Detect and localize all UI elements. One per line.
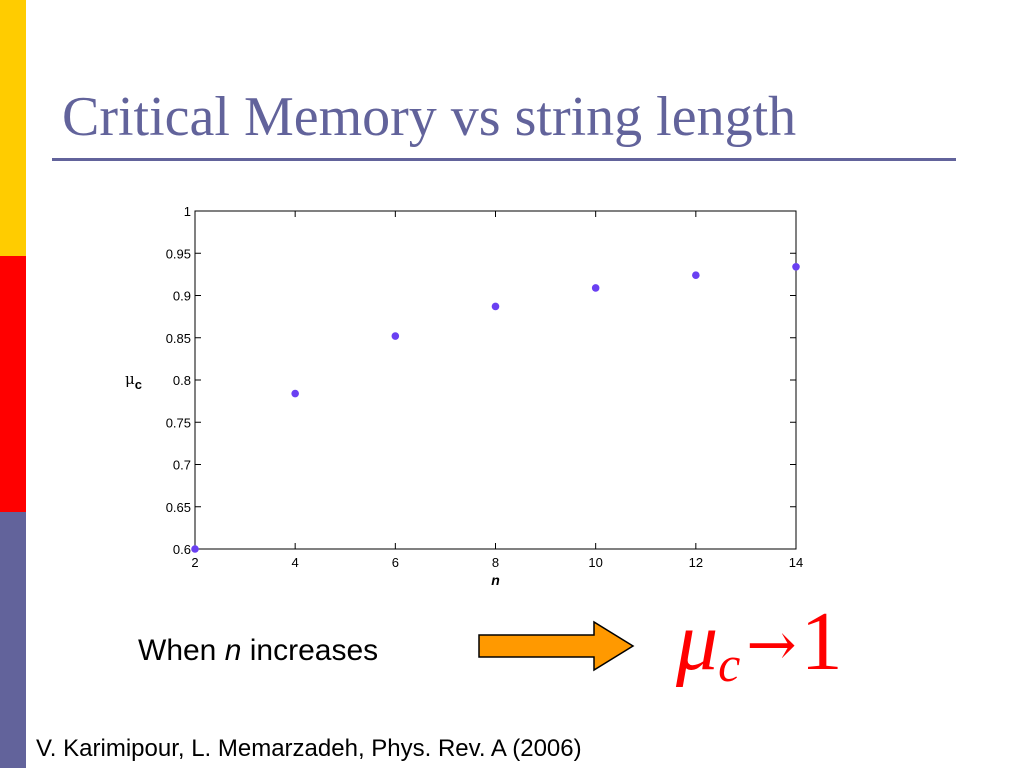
y-tick-label: 0.75 — [166, 415, 191, 430]
data-point — [391, 332, 400, 340]
y-tick-label: 0.85 — [166, 331, 191, 346]
citation: V. Karimipour, L. Memarzadeh, Phys. Rev.… — [36, 735, 582, 762]
data-point — [792, 262, 800, 271]
plot-area-frame — [194, 210, 797, 550]
x-tick-labels: 2 4 6 8 10 12 14 — [191, 555, 803, 570]
y-tick-labels: 0.6 0.65 0.7 0.75 0.8 0.85 0.9 0.95 1 — [166, 204, 191, 557]
sidebar-blue-block — [0, 512, 26, 768]
orange-arrow-icon — [478, 620, 635, 672]
data-point — [191, 545, 199, 553]
data-point — [692, 271, 700, 280]
x-tick-label: 12 — [689, 555, 703, 570]
y-tick-label: 0.7 — [173, 458, 191, 473]
y-axis-label-subscript: c — [135, 377, 142, 392]
formula-arrow: → — [746, 610, 797, 680]
x-tick-label: 10 — [588, 555, 602, 570]
y-tick-label: 1 — [184, 204, 191, 219]
data-point — [591, 284, 600, 292]
slide-title: Critical Memory vs string length — [62, 86, 797, 148]
formula-symbol: μ — [676, 595, 719, 688]
title-underline — [52, 158, 956, 161]
scatter-chart: 0.6 0.65 0.7 0.75 0.8 0.85 0.9 0.95 1 2 4 6 8 10 12 14… — [125, 204, 803, 588]
x-tick-label: 2 — [191, 555, 198, 570]
caption-after: increases — [241, 634, 379, 667]
limit-formula: μc →1 — [676, 600, 843, 693]
data-points — [191, 262, 800, 553]
y-axis-label-symbol: μ — [125, 370, 135, 388]
y-tick-label: 0.9 — [173, 289, 191, 304]
x-axis-label: n — [491, 572, 500, 588]
y-tick-label: 0.8 — [173, 373, 191, 388]
caption-variable: n — [224, 634, 242, 667]
formula-subscript: c — [718, 636, 741, 692]
caption-text: When n increases — [138, 632, 378, 670]
caption-before: When — [138, 634, 225, 667]
sidebar-yellow-block — [0, 0, 26, 256]
sidebar-red-block — [0, 256, 26, 512]
x-tick-label: 14 — [789, 555, 803, 570]
x-tick-label: 4 — [292, 555, 299, 570]
x-tick-label: 6 — [392, 555, 399, 570]
formula-limit: 1 — [800, 595, 843, 688]
y-tick-label: 0.65 — [166, 500, 191, 515]
data-point — [291, 389, 299, 398]
arrow-shape — [478, 620, 635, 672]
y-axis-label: μc — [125, 370, 142, 392]
x-tick-label: 8 — [492, 555, 499, 570]
tick-marks — [194, 210, 797, 550]
y-tick-label: 0.95 — [166, 246, 191, 261]
y-tick-label: 0.6 — [173, 542, 191, 557]
data-point — [491, 302, 500, 311]
